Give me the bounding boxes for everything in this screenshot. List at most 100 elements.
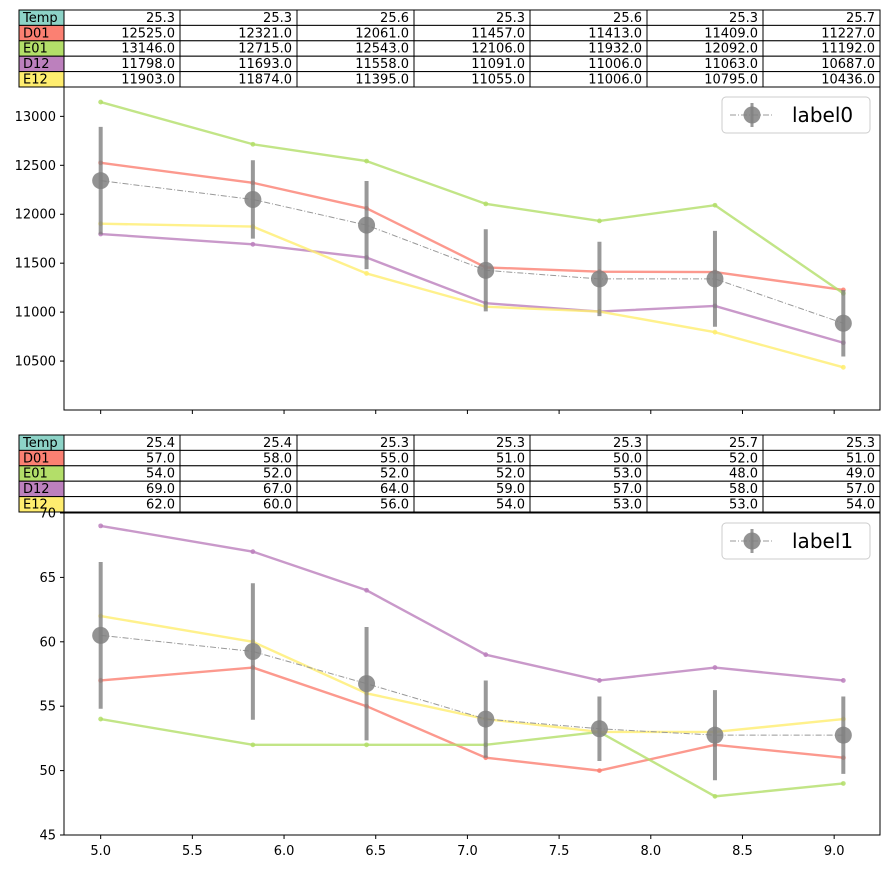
table-cell-value: 25.7 [846, 11, 875, 26]
mean-point [477, 710, 495, 728]
table-cell-value: 52.0 [263, 467, 292, 482]
mean-point [834, 726, 852, 744]
table-cell-value: 12715.0 [238, 42, 292, 57]
table-cell-value: 54.0 [846, 498, 875, 513]
x-tick-label: 7.5 [549, 844, 570, 859]
y-tick-label: 50 [39, 764, 56, 779]
series-point [98, 99, 104, 105]
table-cell-value: 10687.0 [821, 57, 875, 72]
table-cell-value: 59.0 [496, 482, 525, 497]
table-cell-value: 11932.0 [588, 42, 642, 57]
series-point [250, 141, 256, 147]
mean-point [244, 190, 262, 208]
table-cell-value: 12092.0 [704, 42, 758, 57]
x-tick-label: 5.5 [182, 844, 203, 859]
y-tick-label: 12500 [15, 159, 56, 174]
table-cell-value: 56.0 [380, 498, 409, 513]
table-cell-value: 51.0 [496, 451, 525, 466]
series-point [364, 742, 369, 748]
mean-line [100, 634, 844, 736]
legend-box [721, 522, 871, 560]
table-cell-value: 64.0 [380, 482, 409, 497]
table-cell-value: 25.3 [846, 436, 875, 451]
table-row: E01 13146.0 12715.0 12543.0 12106.0 11932.0 12… [18, 40, 881, 57]
table-cell-value: 25.6 [380, 11, 409, 26]
legend-box [721, 96, 871, 134]
table-cell [762, 496, 881, 513]
y-tick-label: 45 [39, 829, 56, 844]
table-row: D01 12525.0 12321.0 12061.0 11457.0 11413.0 11… [18, 24, 881, 42]
table-cell-value: 11063.0 [704, 57, 758, 72]
chart-panel-0: Temp 25.3 25.3 25.6 25.3 25.6 25.3 25.7 D01 12525… [15, 9, 881, 414]
mean-point [706, 270, 724, 288]
series-point [840, 364, 846, 370]
table-cell-value: 53.0 [729, 498, 758, 513]
axes-frame [63, 86, 881, 411]
table-cell-value: 58.0 [263, 451, 292, 466]
series-point [597, 218, 602, 224]
y-tick-label: 10500 [15, 355, 56, 370]
legend-label: label1 [792, 529, 853, 553]
series-point [364, 587, 369, 593]
table-cell-value: 11693.0 [238, 57, 292, 72]
table-cell-value: 11055.0 [471, 73, 525, 88]
table-cell-value: 25.3 [146, 11, 175, 26]
mean-point [590, 270, 608, 288]
series-E12 [98, 221, 846, 370]
table-cell-value: 11006.0 [588, 73, 642, 88]
series-point [250, 742, 256, 748]
legend: label0 [721, 96, 871, 134]
series-point [483, 201, 489, 207]
table-cell-value: 51.0 [846, 451, 875, 466]
table-cell-value: 67.0 [263, 482, 292, 497]
table-cell-value: 12543.0 [355, 42, 409, 57]
table-cell-value: 11903.0 [121, 73, 175, 88]
table-cell-value: 57.0 [146, 451, 175, 466]
y-tick-label: 55 [39, 700, 56, 715]
table-cell-value: 25.3 [263, 11, 292, 26]
table-cell-value: 53.0 [613, 498, 642, 513]
table-cell-value: 11409.0 [704, 26, 758, 41]
series-point [250, 549, 256, 555]
series-point [712, 793, 718, 799]
row-label: E01 [23, 42, 48, 57]
series-point [597, 678, 602, 683]
mean-point [92, 172, 110, 190]
x-tick-label: 8.0 [640, 844, 661, 859]
table-cell-value: 49.0 [846, 467, 875, 482]
table-row: Temp 25.3 25.3 25.6 25.3 25.6 25.3 25.7 [18, 9, 881, 26]
x-tick-label: 6.0 [274, 844, 295, 859]
table-row: E01 54.0 52.0 52.0 52.0 53.0 48.0 49.0 [18, 465, 881, 482]
mean-point [590, 720, 608, 738]
row-label: D01 [23, 26, 50, 41]
x-tick-label: 7.0 [457, 844, 478, 859]
table-cell-value: 11395.0 [355, 73, 409, 88]
row-label: Temp [22, 436, 58, 451]
row-label: D12 [23, 57, 50, 72]
table-cell-value: 52.0 [380, 467, 409, 482]
table-cell-value: 54.0 [146, 467, 175, 482]
series-point [712, 202, 718, 208]
series-E12 [98, 613, 846, 735]
series-point [840, 781, 846, 786]
row-label: D12 [23, 482, 50, 497]
table-cell-value: 25.4 [263, 436, 292, 451]
table-cell-value: 11091.0 [471, 57, 525, 72]
table-cell-value: 12525.0 [121, 26, 175, 41]
series-point [250, 241, 256, 247]
table-cell-value: 12321.0 [238, 26, 292, 41]
axes-frame [63, 512, 881, 836]
table-cell-value: 11006.0 [588, 57, 642, 72]
series-line [100, 232, 844, 344]
table-cell-value: 25.3 [496, 11, 525, 26]
table-row: Temp 25.4 25.4 25.3 25.3 25.3 25.7 25.3 [18, 434, 881, 451]
mean-point [244, 642, 262, 660]
table-cell-value: 12106.0 [471, 42, 525, 57]
table-cell-value: 62.0 [146, 498, 175, 513]
table-cell-value: 11227.0 [821, 26, 875, 41]
series-D12 [98, 523, 846, 683]
series-point [364, 158, 369, 164]
table-row: D12 11798.0 11693.0 11558.0 11091.0 11006.0 11… [18, 55, 881, 73]
table-cell-value: 25.7 [729, 436, 758, 451]
